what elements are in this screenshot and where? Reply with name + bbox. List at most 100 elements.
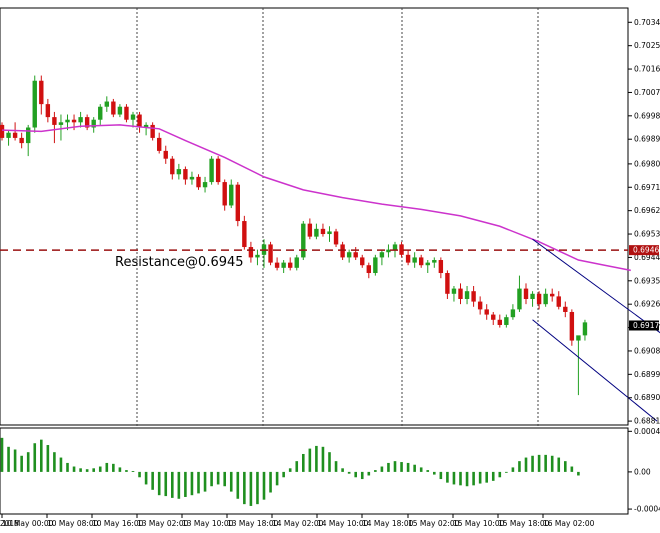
candle-body [491,314,496,320]
candle-body [530,293,535,299]
y-tick-label: 0.70075 [634,88,660,97]
histogram-bar [505,471,508,473]
candle-body [78,117,83,123]
candle-body [163,150,168,159]
candle-body [464,291,470,299]
candle-body [412,257,417,263]
x-tick-label: 13 May 02:00 [137,519,189,528]
histogram-bar [472,471,475,486]
histogram-bar [223,471,226,487]
x-tick-label: 15 May 18:00 [498,519,550,528]
candle-body [137,114,142,128]
indicator-tick-label: -0.000415 [634,505,660,514]
histogram-bar [387,462,390,472]
x-tick-label: 15 May 02:00 [408,519,460,528]
x-tick-label: 13 May 18:00 [227,519,279,528]
histogram-bar [262,471,266,500]
histogram-bar [334,461,338,472]
y-tick-label: 0.70165 [634,65,660,74]
histogram-bar [354,471,357,478]
candle-body [209,158,214,183]
histogram-bar [367,471,371,476]
candle-body [333,231,339,245]
moving-average-line [1,124,631,272]
histogram-bar [184,471,187,497]
candle-body [235,184,240,222]
candle-body [543,293,548,305]
candle-body [556,296,561,307]
histogram-bar [400,462,403,472]
x-tick-label: 10 May 08:00 [47,519,99,528]
candle-body [340,244,345,258]
candle-body [98,106,103,120]
histogram-bar [537,454,541,472]
x-tick-label: 14 May 18:00 [362,519,414,528]
candle-body [504,317,509,325]
candle-body [405,254,411,263]
candle-body [379,252,385,258]
y-tick-label: 0.70345 [634,18,660,27]
channel-lower-line [532,319,658,422]
histogram-bar [164,471,168,497]
candle-body [307,223,313,237]
histogram-bar [570,466,574,472]
histogram-bar [72,466,76,472]
candle-body [84,117,90,128]
histogram-bar [288,468,292,472]
candle-body [255,254,260,258]
histogram-bar [269,471,272,493]
histogram-bar [33,443,37,472]
candle-body [150,124,155,138]
histogram-bar [40,439,43,472]
candle-body [288,262,293,268]
resistance-annotation: Resistance@0.6945 [115,255,244,270]
candle-body [202,182,208,188]
histogram-bar [138,471,141,478]
candle-body [39,80,44,105]
histogram-bar [491,471,495,481]
x-tick-label: 10 May 16:00 [92,519,144,528]
histogram-bar [360,471,364,480]
histogram-bar [171,471,174,498]
channel-upper-line [532,238,660,334]
histogram-bar [13,449,17,472]
candle-body [189,176,195,180]
histogram-bar [518,461,521,472]
candle-body [196,176,201,188]
candle-body [45,104,51,118]
histogram-bar [53,452,56,472]
indicator-panel-border [0,427,629,515]
indicator-y-axis: 0.000453 0.00 -0.000415 [628,427,660,514]
histogram-bar [0,437,4,472]
candle-body [432,260,437,263]
histogram-bar [544,454,547,472]
candle-body [497,319,502,325]
histogram-bar [426,470,430,472]
histogram-bar [105,462,109,472]
x-tick-label: 14 May 02:00 [272,519,324,528]
x-tick-label: 15 May 10:00 [453,519,505,528]
histogram-bar [557,457,561,472]
candle-body [71,119,77,123]
candle-body [111,101,116,115]
histogram-bar [216,471,220,485]
histogram-bar [485,471,488,483]
histogram-bar [315,445,318,472]
histogram-bar [112,463,115,472]
histogram-bar [275,471,279,486]
histogram-bar [79,468,82,472]
candle-body [91,119,96,128]
candle-body [471,291,476,302]
histogram-bar [459,471,462,486]
y-tick-label: 0.69985 [634,111,660,120]
candle-body [445,273,450,294]
candle-body [229,184,234,206]
histogram-bar [406,462,410,472]
candle-body [510,309,516,318]
